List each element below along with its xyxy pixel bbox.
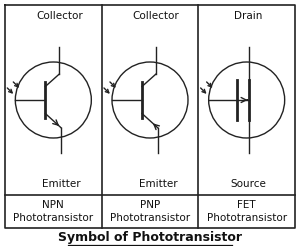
Text: Drain: Drain	[235, 11, 263, 21]
Text: PNP
Phototransistor: PNP Phototransistor	[110, 200, 190, 223]
Text: Collector: Collector	[36, 11, 83, 21]
Text: Symbol of Phototransistor: Symbol of Phototransistor	[58, 231, 242, 245]
Text: FET
Phototransistor: FET Phototransistor	[207, 200, 287, 223]
Text: Source: Source	[231, 179, 267, 189]
Text: Collector: Collector	[133, 11, 179, 21]
Text: Emitter: Emitter	[139, 179, 177, 189]
Text: Emitter: Emitter	[42, 179, 81, 189]
Text: NPN
Phototransistor: NPN Phototransistor	[13, 200, 93, 223]
